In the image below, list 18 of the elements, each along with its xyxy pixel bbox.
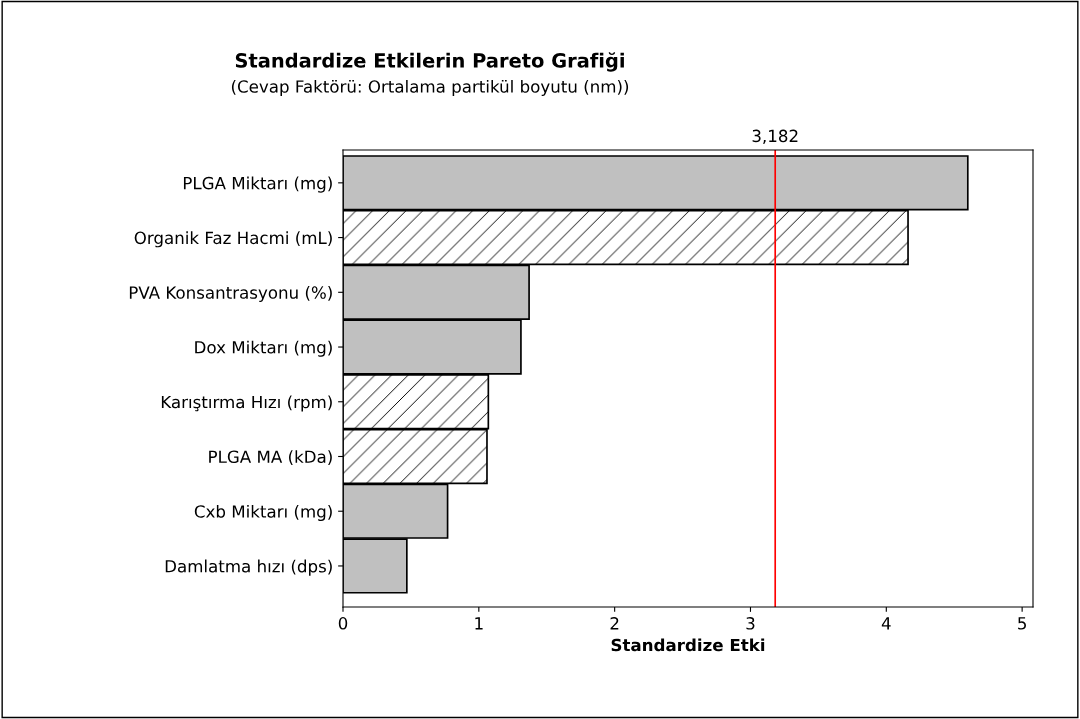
chart-title: Standardize Etkilerin Pareto Grafiği [235, 52, 624, 72]
y-tick-label: Cxb Miktarı (mg) [194, 504, 332, 522]
x-tick-label: 2 [610, 617, 619, 630]
y-tick-label: PLGA MA (kDa) [209, 450, 332, 466]
x-tick-label: 5 [1018, 617, 1026, 630]
y-tick-label: PLGA Miktarı (mg) [183, 176, 332, 193]
chart-subtitle: (Cevap Faktörü: Ortalama partikül boyutu (nm)) [231, 79, 629, 97]
ref-line-label: 3,182 [752, 129, 798, 144]
y-tick-label: Karıştırma Hızı (rpm) [161, 395, 332, 412]
x-tick-label: 4 [881, 617, 891, 630]
x-tick-label: 0 [338, 617, 348, 630]
y-tick-label: Organik Faz Hacmi (mL) [134, 231, 332, 248]
y-tick-label: Dox Miktarı (mg) [195, 340, 332, 357]
x-axis-title: Standardize Etki [611, 638, 765, 652]
x-tick-label: 3 [746, 617, 755, 630]
y-tick-label: Damlatma hızı (dps) [165, 559, 332, 576]
x-tick-label: 1 [475, 617, 483, 630]
y-tick-label: PVA Konsantrasyonu (%) [129, 285, 332, 303]
